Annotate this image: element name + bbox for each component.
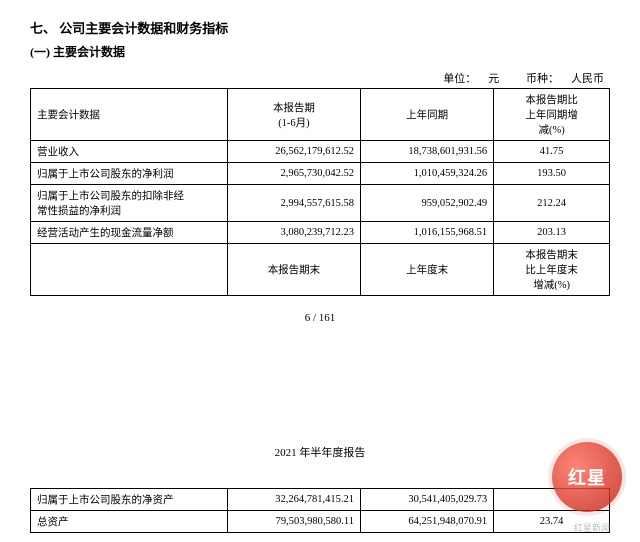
cell-value: 32,264,781,415.21 <box>227 489 360 511</box>
watermark-logo: 红星 <box>552 442 622 512</box>
watermark-text: 红星 <box>568 464 606 490</box>
table-row: 归属于上市公司股东的净资产 32,264,781,415.21 30,541,4… <box>31 489 610 511</box>
row-label: 归属于上市公司股东的净利润 <box>31 163 228 185</box>
col-header-prior-end: 上年度末 <box>361 244 494 296</box>
page-gap <box>30 324 610 444</box>
table-row: 归属于上市公司股东的扣除非经常性损益的净利润 2,994,557,615.58 … <box>31 185 610 222</box>
row-label: 归属于上市公司股东的净资产 <box>31 489 228 511</box>
cell-value: 79,503,980,580.11 <box>227 511 360 533</box>
cell-value: 26,562,179,612.52 <box>227 141 360 163</box>
cell-value: 2,965,730,042.52 <box>227 163 360 185</box>
page-number: 6 / 161 <box>30 312 610 324</box>
cell-pct: 41.75 <box>494 141 610 163</box>
row-label: 经营活动产生的现金流量净额 <box>31 222 228 244</box>
row-label: 归属于上市公司股东的扣除非经常性损益的净利润 <box>31 185 228 222</box>
col-header-change2: 本报告期末比上年度末增减(%) <box>494 244 610 296</box>
table-row: 总资产 79,503,980,580.11 64,251,948,070.91 … <box>31 511 610 533</box>
unit-line: 单位：元 币种：人民币 <box>30 70 610 86</box>
assets-table: 归属于上市公司股东的净资产 32,264,781,415.21 30,541,4… <box>30 488 610 533</box>
col-header-metric: 主要会计数据 <box>31 89 228 141</box>
section-heading: 七、 公司主要会计数据和财务指标 <box>30 18 610 37</box>
table-header-row-2: 本报告期末 上年度末 本报告期末比上年度末增减(%) <box>31 244 610 296</box>
cell-value: 18,738,601,931.56 <box>361 141 494 163</box>
col-header-current: 本报告期(1-6月) <box>227 89 360 141</box>
cell-value: 1,016,155,968.51 <box>361 222 494 244</box>
cell-value: 1,010,459,324.26 <box>361 163 494 185</box>
unit-label: 单位：元 <box>431 73 499 85</box>
cell-value: 30,541,405,029.73 <box>361 489 494 511</box>
cell-value: 959,052,902.49 <box>361 185 494 222</box>
watermark-subtext: 红星新闻 <box>574 521 610 534</box>
currency-label: 币种：人民币 <box>514 73 604 85</box>
cell-value: 3,080,239,712.23 <box>227 222 360 244</box>
table-row: 营业收入 26,562,179,612.52 18,738,601,931.56… <box>31 141 610 163</box>
col-header-period-end: 本报告期末 <box>227 244 360 296</box>
cell-value: 64,251,948,070.91 <box>361 511 494 533</box>
main-financial-table: 主要会计数据 本报告期(1-6月) 上年同期 本报告期比上年同期增减(%) 营业… <box>30 88 610 296</box>
col-header-change: 本报告期比上年同期增减(%) <box>494 89 610 141</box>
table-row: 归属于上市公司股东的净利润 2,965,730,042.52 1,010,459… <box>31 163 610 185</box>
cell-value: 2,994,557,615.58 <box>227 185 360 222</box>
table-header-row: 主要会计数据 本报告期(1-6月) 上年同期 本报告期比上年同期增减(%) <box>31 89 610 141</box>
col-header-blank <box>31 244 228 296</box>
cell-pct: 193.50 <box>494 163 610 185</box>
subsection-heading: (一) 主要会计数据 <box>30 43 610 60</box>
cell-pct: 212.24 <box>494 185 610 222</box>
row-label: 总资产 <box>31 511 228 533</box>
report-title: 2021 年半年度报告 <box>30 444 610 460</box>
col-header-prior: 上年同期 <box>361 89 494 141</box>
table-row: 经营活动产生的现金流量净额 3,080,239,712.23 1,016,155… <box>31 222 610 244</box>
row-label: 营业收入 <box>31 141 228 163</box>
cell-pct: 203.13 <box>494 222 610 244</box>
